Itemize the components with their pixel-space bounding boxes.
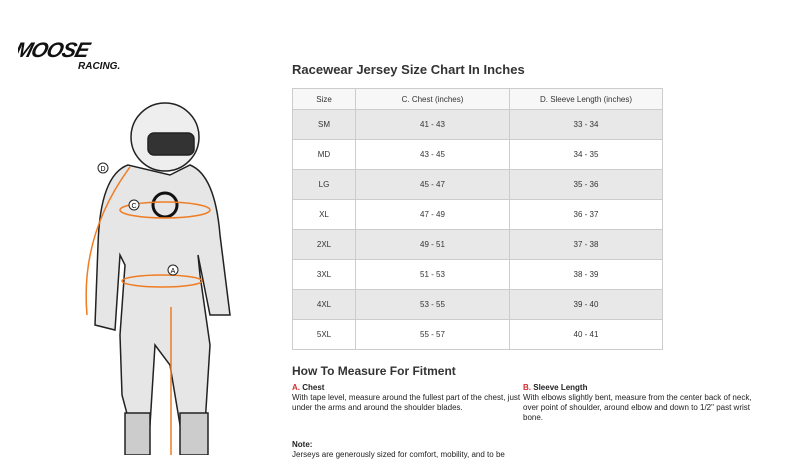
sleeve-cell: 33 - 34 <box>509 109 663 140</box>
table-row: 5XL 55 - 57 40 - 41 <box>292 319 663 350</box>
chest-cell: 45 - 47 <box>355 169 510 200</box>
size-chart-table: Size C. Chest (inches) D. Sleeve Length … <box>292 88 663 350</box>
table-row: LG 45 - 47 35 - 36 <box>292 169 663 200</box>
chest-cell: 55 - 57 <box>355 319 510 350</box>
sleeve-cell: 35 - 36 <box>509 169 663 200</box>
table-header-row: Size C. Chest (inches) D. Sleeve Length … <box>292 88 663 110</box>
svg-text:MOOSE: MOOSE <box>18 40 93 62</box>
table-row: 4XL 53 - 55 39 - 40 <box>292 289 663 320</box>
moose-emblem-icon <box>151 191 179 219</box>
page-title: Racewear Jersey Size Chart In Inches <box>292 62 525 77</box>
svg-text:D: D <box>100 166 105 173</box>
moose-racing-logo: MOOSE RACING. <box>18 40 120 72</box>
chest-cell: 49 - 51 <box>355 229 510 260</box>
rider-measurement-illustration: D C A <box>85 102 231 455</box>
table-row: SM 41 - 43 33 - 34 <box>292 109 663 140</box>
table-row: 3XL 51 - 53 38 - 39 <box>292 259 663 290</box>
size-cell: 5XL <box>292 319 356 350</box>
table-row: 2XL 49 - 51 37 - 38 <box>292 229 663 260</box>
chest-instructions: A. Chest With tape level, measure around… <box>292 383 521 412</box>
size-cell: 4XL <box>292 289 356 320</box>
size-cell: XL <box>292 199 356 230</box>
chest-cell: 51 - 53 <box>355 259 510 290</box>
table-row: MD 43 - 45 34 - 35 <box>292 139 663 170</box>
size-cell: MD <box>292 139 356 170</box>
svg-text:A: A <box>171 268 176 275</box>
svg-text:RACING.: RACING. <box>78 61 120 72</box>
header-chest: C. Chest (inches) <box>355 88 510 110</box>
note: Note: Jerseys are generously sized for c… <box>292 440 505 459</box>
sleeve-cell: 34 - 35 <box>509 139 663 170</box>
svg-text:C: C <box>131 203 136 210</box>
header-size: Size <box>292 88 356 110</box>
size-cell: LG <box>292 169 356 200</box>
size-cell: 3XL <box>292 259 356 290</box>
chest-cell: 43 - 45 <box>355 139 510 170</box>
chest-cell: 41 - 43 <box>355 109 510 140</box>
chest-cell: 53 - 55 <box>355 289 510 320</box>
sleeve-cell: 39 - 40 <box>509 289 663 320</box>
size-cell: SM <box>292 109 356 140</box>
sleeve-cell: 38 - 39 <box>509 259 663 290</box>
chest-cell: 47 - 49 <box>355 199 510 230</box>
measure-title: How To Measure For Fitment <box>292 364 456 378</box>
size-cell: 2XL <box>292 229 356 260</box>
table-row: XL 47 - 49 36 - 37 <box>292 199 663 230</box>
sleeve-cell: 37 - 38 <box>509 229 663 260</box>
sleeve-cell: 40 - 41 <box>509 319 663 350</box>
header-sleeve: D. Sleeve Length (inches) <box>509 88 663 110</box>
sleeve-instructions: B. Sleeve Length With elbows slightly be… <box>523 383 752 422</box>
sleeve-cell: 36 - 37 <box>509 199 663 230</box>
